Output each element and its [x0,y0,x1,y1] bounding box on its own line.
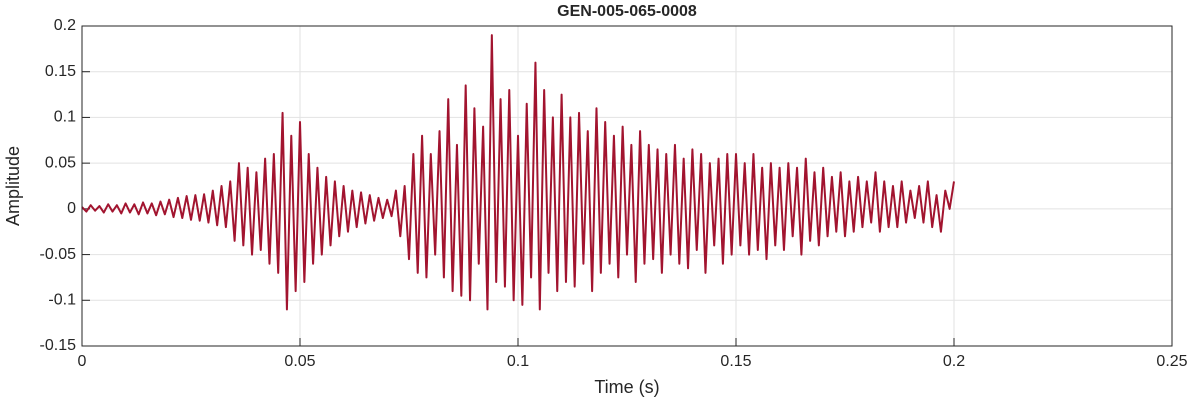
x-tick-label: 0.15 [720,353,751,370]
x-tick-label: 0.1 [507,353,529,370]
chart-title: GEN-005-065-0008 [557,3,697,20]
waveform-line [81,34,955,311]
y-tick-label: 0 [67,200,76,217]
x-axis-label: Time (s) [594,377,659,397]
plot-frame [81,25,1173,347]
y-tick-label: 0.1 [54,109,76,126]
y-tick-label: 0.2 [54,17,76,34]
y-tick-label: -0.15 [40,337,77,354]
y-tick-label: 0.15 [45,63,76,80]
y-axis-label: Amplitude [3,146,23,226]
y-tick-label: 0.05 [45,154,76,171]
x-tick-label: 0.05 [284,353,315,370]
x-tick-label: 0.2 [943,353,965,370]
x-tick-label: 0 [78,353,87,370]
y-tick-label: -0.05 [40,246,77,263]
y-tick-label: -0.1 [48,292,76,309]
x-tick-label: 0.25 [1156,353,1187,370]
